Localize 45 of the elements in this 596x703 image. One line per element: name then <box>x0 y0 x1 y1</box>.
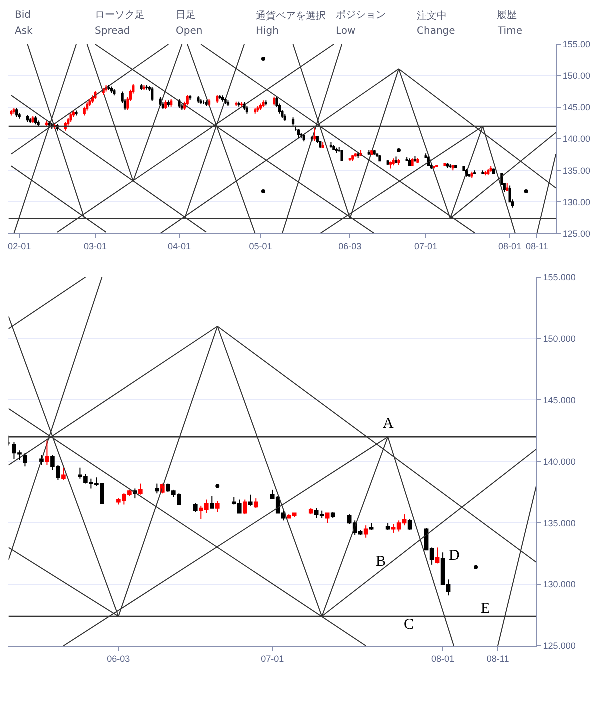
y-tick-label: 145.000 <box>543 395 576 406</box>
x-tick-label: 07-01 <box>261 654 284 664</box>
text: Open <box>176 26 203 37</box>
text: 日足 <box>176 10 196 21</box>
x-tick-label: 02-01 <box>8 241 32 252</box>
x-tick-label: 08-11 <box>486 654 510 664</box>
x-tick-label: 08-01 <box>432 654 455 664</box>
y-tick-label: 140.000 <box>543 456 576 467</box>
text: ポジション <box>336 10 386 21</box>
annotation: A <box>383 416 394 432</box>
y-tick-label: 150.00 <box>562 71 590 82</box>
text: Spread <box>95 26 130 37</box>
x-tick-label: 03-01 <box>84 241 107 252</box>
text: 通貨ペアを選択 <box>256 10 326 22</box>
text: Bid <box>15 10 31 21</box>
annotation: B <box>376 554 386 570</box>
x-tick-label: 06-03 <box>338 241 362 252</box>
y-tick-label: 125.00 <box>562 228 590 239</box>
text: Change <box>417 26 456 37</box>
y-tick-label: 135.000 <box>543 518 576 528</box>
y-tick-label: 130.00 <box>562 197 590 208</box>
y-tick-label: 155.00 <box>562 40 590 50</box>
annotation: E <box>481 601 490 617</box>
y-tick-label: 145.00 <box>562 102 590 113</box>
x-tick-label: 08-11 <box>526 241 548 252</box>
x-tick-label: 08-01 <box>498 241 522 252</box>
x-tick-label: 06-03 <box>107 654 130 664</box>
text: Low <box>336 26 356 37</box>
x-tick-label: 04-01 <box>168 241 191 252</box>
y-tick-label: 150.000 <box>543 334 576 344</box>
text: Ask <box>15 26 34 37</box>
x-tick-label: 05-01 <box>249 241 272 252</box>
annotation: C <box>404 617 414 633</box>
annotation: D <box>449 548 460 564</box>
text: 注文中 <box>417 10 447 22</box>
y-tick-label: 140.00 <box>562 134 590 144</box>
text: 履歴 <box>497 10 517 21</box>
x-tick-label: 07-01 <box>414 241 438 252</box>
y-tick-label: 125.000 <box>543 641 576 652</box>
y-tick-label: 135.00 <box>562 166 590 176</box>
text: ローソク足 <box>95 10 145 21</box>
text: Time <box>497 26 522 37</box>
y-tick-label: 155.000 <box>543 272 576 282</box>
y-tick-label: 130.000 <box>543 580 576 590</box>
text: High <box>256 26 279 37</box>
